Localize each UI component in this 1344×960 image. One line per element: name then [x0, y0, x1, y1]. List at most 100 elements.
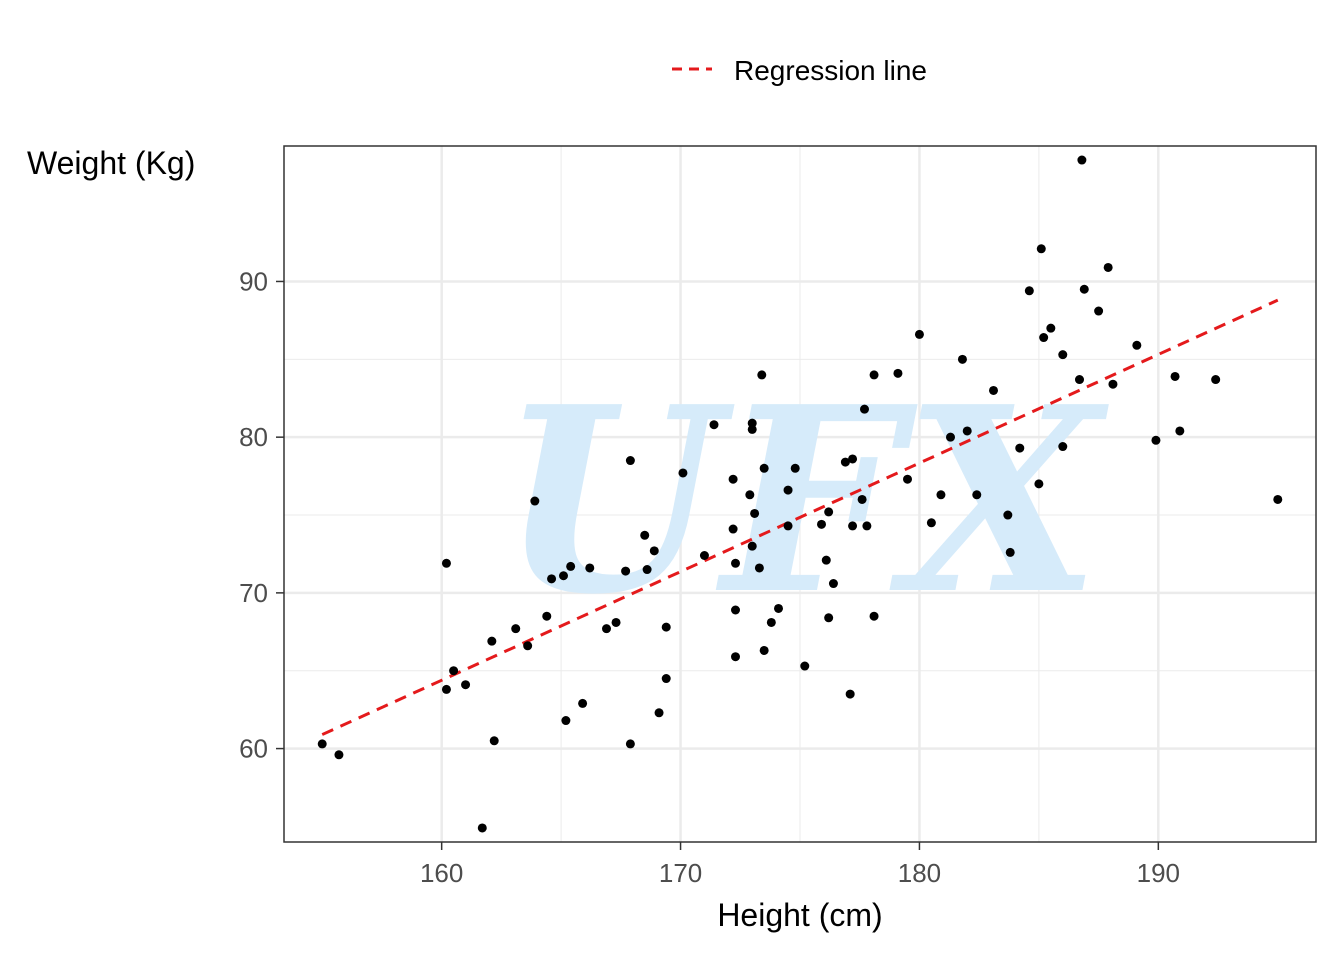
- data-point: [489, 736, 499, 746]
- data-point: [783, 521, 793, 531]
- data-point: [957, 354, 967, 364]
- data-point: [914, 329, 924, 339]
- data-point: [1003, 510, 1013, 520]
- y-tick-label: 70: [239, 578, 268, 608]
- data-point: [621, 566, 631, 576]
- data-point: [1211, 375, 1221, 385]
- x-tick-label: 160: [420, 858, 463, 888]
- data-point: [511, 624, 521, 634]
- data-point: [747, 418, 757, 428]
- data-point: [1036, 244, 1046, 254]
- y-tick-label: 60: [239, 734, 268, 764]
- data-point: [1058, 350, 1068, 360]
- data-point: [578, 698, 588, 708]
- data-point: [817, 519, 826, 529]
- data-point: [962, 426, 972, 436]
- data-point: [1094, 306, 1104, 316]
- data-point: [745, 490, 755, 500]
- data-point: [625, 456, 635, 466]
- data-point: [487, 636, 497, 646]
- legend: Regression line: [672, 55, 927, 86]
- data-point: [757, 370, 767, 380]
- data-point: [649, 546, 659, 556]
- regression-line: [321, 298, 1279, 736]
- data-point: [828, 579, 838, 589]
- data-point: [824, 613, 834, 623]
- data-point: [1132, 340, 1142, 350]
- data-point: [747, 541, 757, 551]
- data-point: [860, 404, 869, 414]
- x-tick-label: 190: [1137, 858, 1180, 888]
- data-point: [1103, 262, 1113, 272]
- data-point: [824, 507, 834, 517]
- data-point: [559, 571, 568, 581]
- data-point: [783, 485, 793, 495]
- data-point: [848, 454, 858, 464]
- data-point: [699, 551, 709, 561]
- data-point: [317, 739, 327, 749]
- data-point: [1046, 323, 1056, 333]
- data-point: [461, 680, 471, 690]
- data-point: [845, 689, 855, 699]
- data-point: [759, 463, 769, 473]
- data-point: [766, 617, 776, 627]
- data-point: [1024, 286, 1034, 296]
- data-point: [1077, 155, 1087, 165]
- data-point: [731, 605, 740, 615]
- data-point: [862, 521, 872, 531]
- data-point: [477, 823, 487, 833]
- data-point: [709, 420, 719, 430]
- data-point: [642, 565, 652, 575]
- watermark-logo: UFX: [499, 352, 1109, 651]
- data-point: [774, 603, 783, 613]
- y-axis-title: Weight (Kg): [27, 145, 195, 181]
- data-point: [1175, 426, 1185, 436]
- data-point: [530, 496, 540, 506]
- data-point: [946, 432, 955, 442]
- data-point: [821, 555, 831, 565]
- y-tick-label: 90: [239, 266, 268, 296]
- data-point: [747, 424, 757, 434]
- data-point: [728, 474, 738, 484]
- data-point: [759, 645, 769, 655]
- data-point: [1273, 494, 1283, 504]
- data-point: [1108, 379, 1118, 389]
- data-point: [661, 622, 671, 632]
- data-point: [1034, 479, 1044, 489]
- x-axis-ticks: 160 170 180 190: [420, 842, 1180, 888]
- data-point: [731, 652, 740, 662]
- data-point: [1079, 284, 1089, 294]
- data-point: [585, 563, 595, 573]
- data-point: [1058, 442, 1068, 452]
- regression-line-layer: [321, 298, 1279, 736]
- data-point: [547, 574, 557, 584]
- data-point: [1015, 443, 1025, 453]
- data-point: [640, 530, 650, 540]
- data-point: [449, 666, 459, 676]
- x-tick-label: 180: [898, 858, 941, 888]
- data-point: [926, 518, 936, 528]
- data-points: [317, 155, 1283, 833]
- data-point: [989, 385, 998, 395]
- y-tick-label: 80: [239, 422, 268, 452]
- data-point: [857, 494, 867, 504]
- data-point: [869, 611, 879, 621]
- data-point: [754, 563, 764, 573]
- data-point: [936, 490, 946, 500]
- data-point: [750, 508, 760, 518]
- data-point: [542, 611, 552, 621]
- data-point: [848, 521, 858, 531]
- data-point: [561, 716, 571, 726]
- data-point: [1075, 375, 1084, 385]
- y-axis-ticks: 60 70 80 90: [239, 266, 284, 764]
- plot-panel-border: [283, 145, 1317, 843]
- data-point: [566, 561, 576, 571]
- data-point: [1151, 435, 1161, 445]
- data-point: [678, 468, 688, 478]
- data-point: [625, 739, 635, 749]
- data-point: [893, 368, 903, 378]
- data-point: [1005, 547, 1015, 557]
- legend-label-regression-line: Regression line: [734, 55, 927, 86]
- data-point: [731, 558, 740, 568]
